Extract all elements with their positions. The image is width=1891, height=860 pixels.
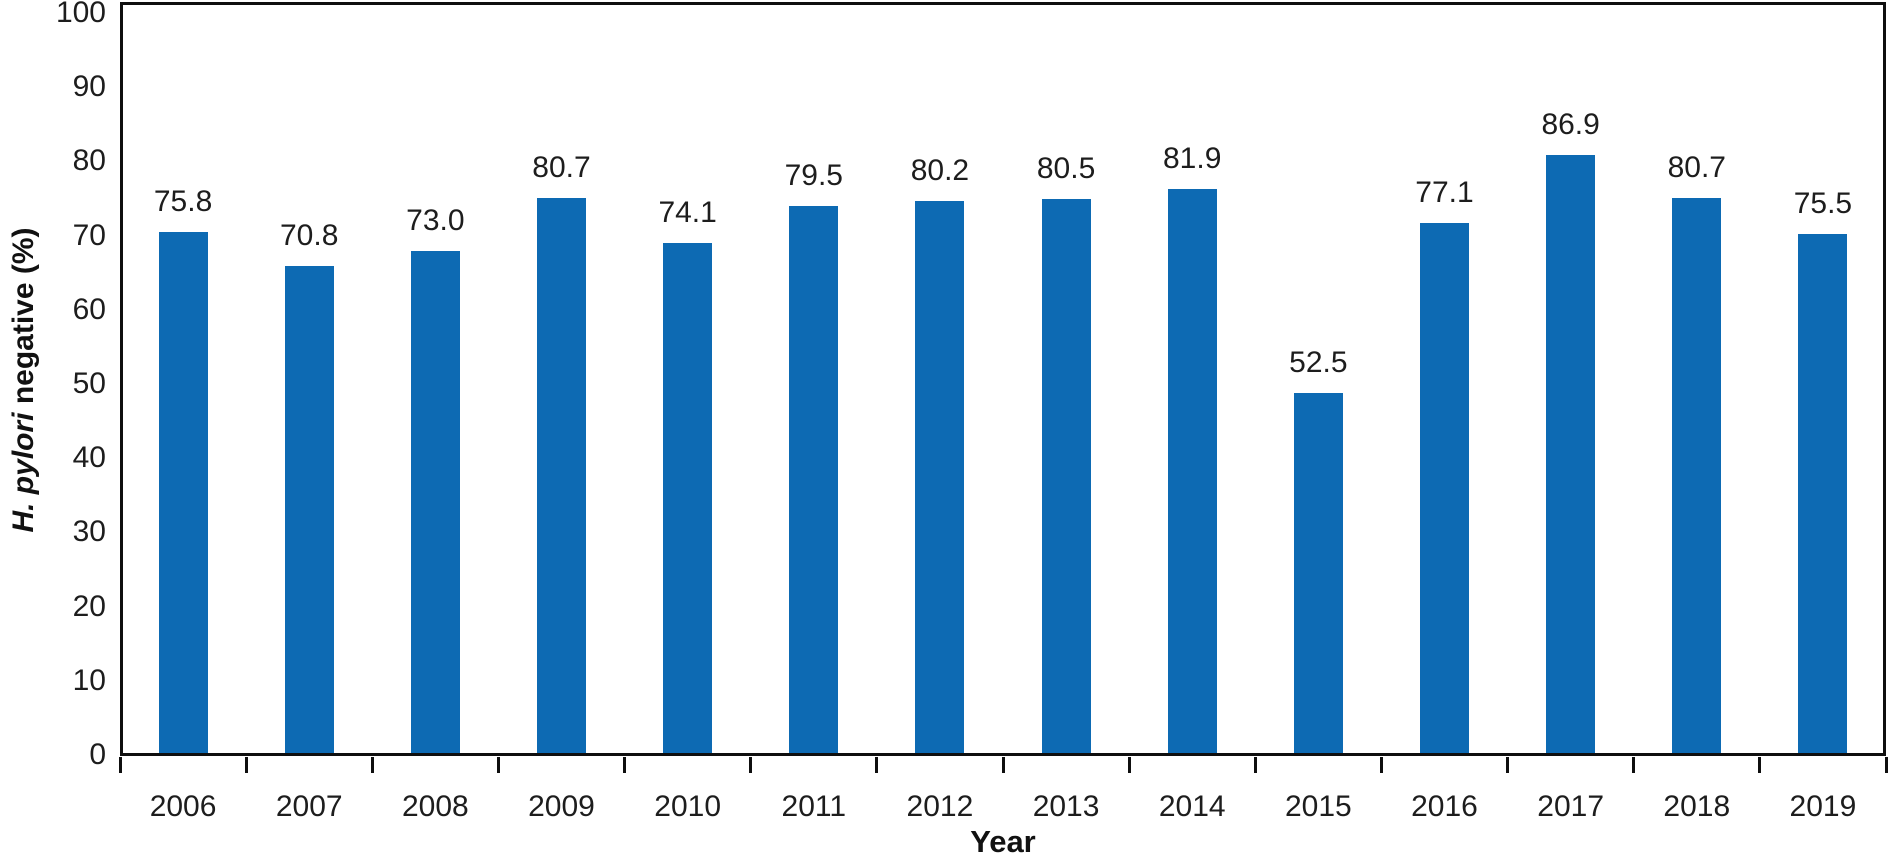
y-tick-label: 40 — [72, 441, 106, 475]
plot-area — [120, 2, 1886, 756]
bar-value-label: 75.8 — [153, 184, 213, 218]
x-tick-mark — [1253, 757, 1257, 773]
bar-value-label: 80.5 — [1036, 152, 1096, 186]
x-tick-mark — [623, 757, 627, 773]
x-tick-label: 2009 — [528, 790, 595, 823]
bar — [1546, 154, 1596, 753]
bar — [158, 231, 208, 753]
x-tick-label: 2016 — [1411, 790, 1478, 823]
bar — [789, 206, 839, 753]
x-tick-label: 2013 — [1032, 790, 1100, 823]
x-axis-title: Year — [970, 824, 1036, 859]
x-tick-mark — [244, 757, 248, 773]
y-tick-label: 0 — [89, 738, 106, 771]
x-tick-label: 2015 — [1284, 790, 1352, 823]
y-tick-label: 30 — [72, 515, 106, 549]
x-tick-mark — [1632, 757, 1636, 773]
bar-value-label: 70.8 — [280, 219, 339, 253]
x-tick-label: 2010 — [654, 790, 722, 823]
bar — [1293, 393, 1343, 753]
bar-value-label: 75.5 — [1793, 186, 1853, 220]
bar-value-label: 86.9 — [1541, 107, 1600, 141]
x-tick-mark — [1127, 757, 1131, 773]
x-tick-mark — [875, 757, 879, 773]
bar — [537, 197, 586, 753]
y-tick-label: 100 — [55, 0, 106, 29]
bar — [663, 243, 713, 753]
bar — [1798, 233, 1848, 753]
x-tick-label: 2017 — [1537, 790, 1605, 823]
bar — [284, 266, 334, 753]
y-tick-label: 20 — [72, 589, 106, 623]
bar — [915, 201, 965, 753]
y-tick-label: 90 — [72, 70, 106, 104]
y-tick-label: 10 — [72, 663, 106, 697]
bar — [410, 251, 460, 753]
bar — [1420, 222, 1469, 753]
x-tick-label: 2011 — [781, 790, 847, 823]
bar-value-label: 80.7 — [532, 150, 591, 184]
x-tick-label: 2006 — [149, 790, 217, 823]
bar-value-label: 77.1 — [1415, 175, 1474, 209]
bar-value-label: 80.7 — [1667, 150, 1726, 184]
x-tick-mark — [370, 757, 374, 773]
x-tick-mark — [1884, 757, 1888, 773]
bar-value-label: 74.1 — [658, 196, 717, 230]
x-tick-label: 2019 — [1789, 790, 1857, 823]
bar-value-label: 81.9 — [1163, 142, 1222, 176]
x-tick-mark — [749, 757, 753, 773]
x-tick-mark — [1506, 757, 1510, 773]
bar — [1672, 197, 1722, 753]
x-tick-label: 2012 — [906, 790, 974, 823]
bar — [1041, 199, 1091, 753]
x-tick-label: 2007 — [275, 790, 343, 823]
bar — [1167, 189, 1217, 753]
bar-value-label: 79.5 — [784, 159, 843, 193]
x-tick-mark — [496, 757, 500, 773]
x-tick-mark — [1758, 757, 1762, 773]
y-tick-label: 70 — [72, 218, 106, 252]
x-tick-mark — [1001, 757, 1005, 773]
x-tick-label: 2018 — [1663, 790, 1731, 823]
x-tick-label: 2008 — [401, 790, 469, 823]
x-tick-label: 2014 — [1158, 790, 1226, 823]
bar-value-label: 52.5 — [1289, 346, 1348, 380]
x-tick-mark — [118, 757, 122, 773]
x-tick-mark — [1379, 757, 1383, 773]
y-tick-label: 80 — [72, 144, 106, 178]
bar-value-label: 73.0 — [406, 204, 465, 238]
y-tick-label: 60 — [72, 292, 106, 326]
bar-value-label: 80.2 — [910, 154, 970, 188]
y-tick-label: 50 — [72, 367, 106, 400]
